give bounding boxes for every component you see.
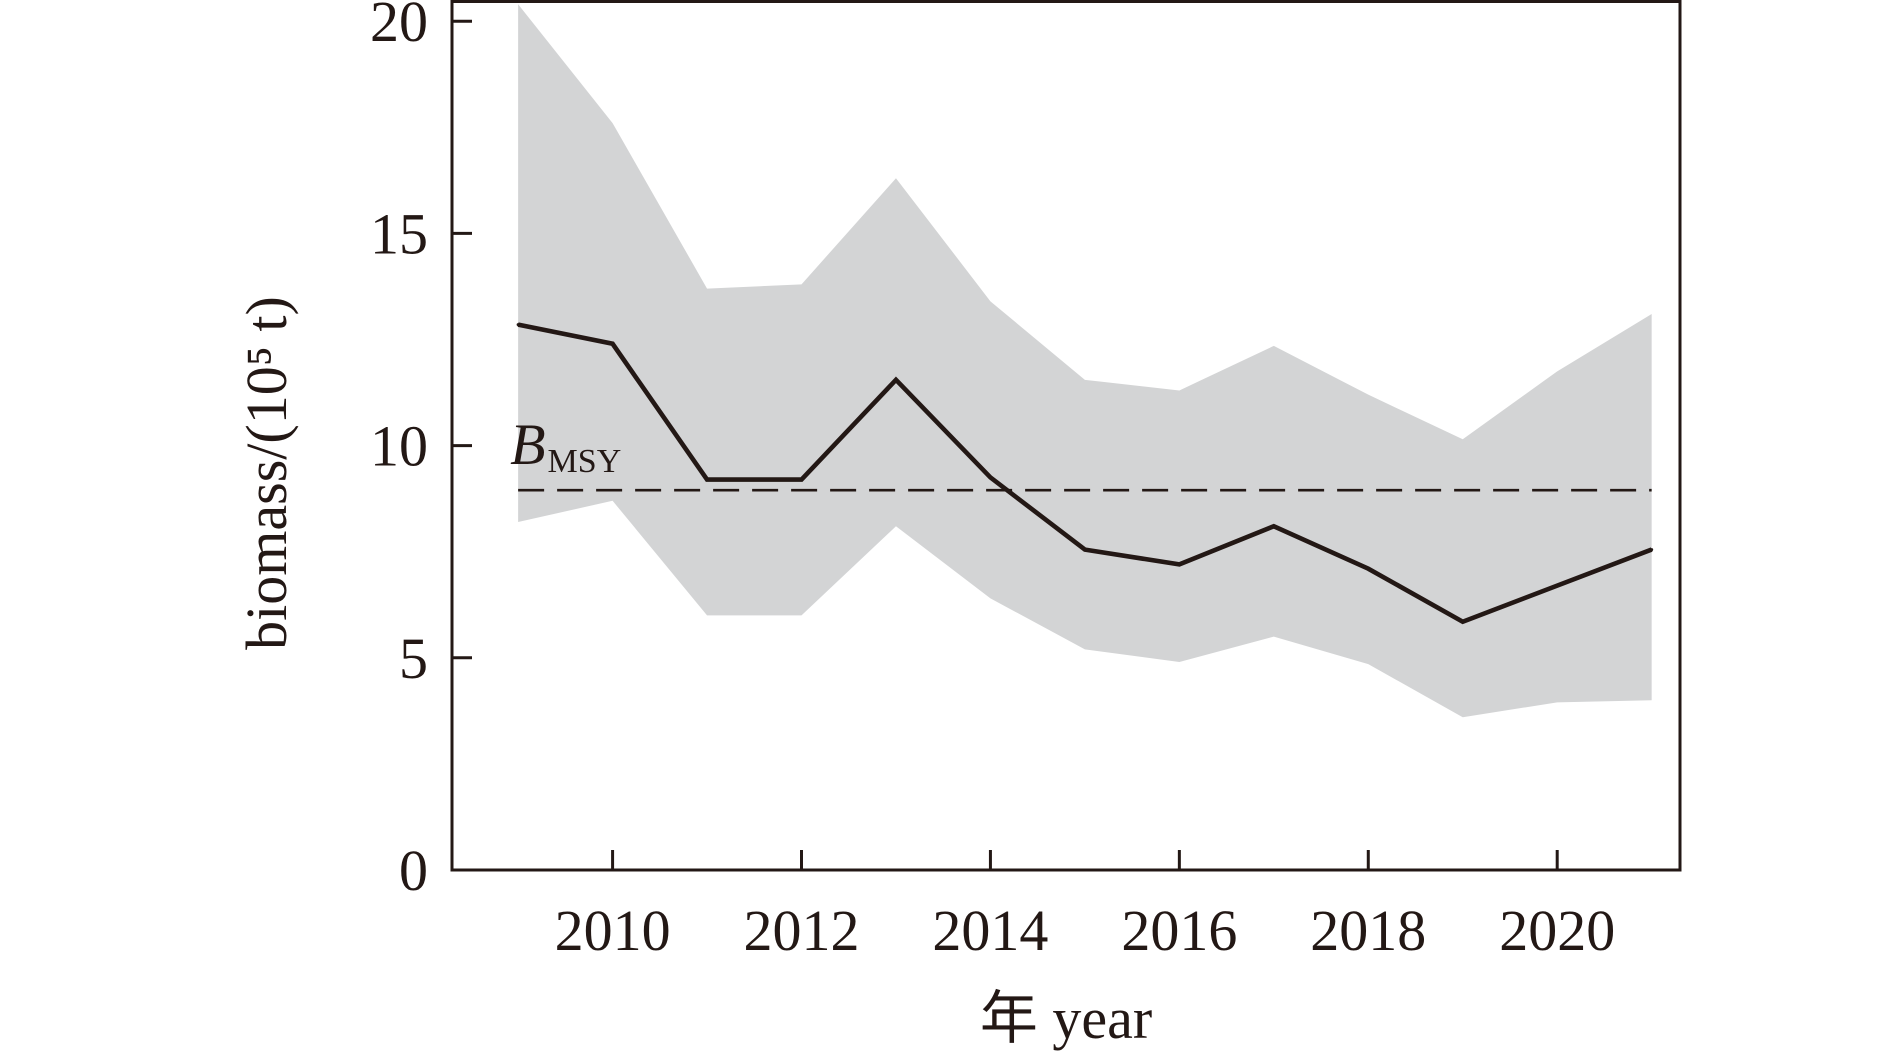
x-tick-label-2012: 2012: [744, 898, 860, 963]
biomass-point-2009: [516, 323, 520, 327]
y-tick-label-15: 15: [370, 201, 428, 266]
biomass-point-2016: [1177, 562, 1181, 566]
confidence-band: [518, 4, 1652, 718]
tick-layer: 2010 2012 2014 2016 2018 2020 0 5 10 15 20: [370, 0, 1615, 963]
biomass-point-2015: [1083, 548, 1087, 552]
biomass-point-2010: [611, 342, 615, 346]
biomass-point-2020: [1555, 584, 1559, 588]
confidence-band-layer: [518, 4, 1652, 718]
biomass-point-2019: [1461, 620, 1465, 624]
biomass-point-2013: [894, 378, 898, 382]
x-axis-title: 年 year: [980, 986, 1152, 1051]
biomass-point-2018: [1366, 567, 1370, 571]
y-tick-label-20: 20: [370, 0, 428, 54]
label-layer: 年 year biomass/(10⁵ t): [234, 296, 1152, 1051]
biomass-point-2014: [988, 475, 992, 479]
y-tick-label-0: 0: [399, 838, 428, 903]
biomass-point-2017: [1272, 524, 1276, 528]
x-tick-label-2020: 2020: [1499, 898, 1615, 963]
biomass-point-2011: [705, 478, 709, 482]
x-tick-label-2014: 2014: [932, 898, 1048, 963]
bmsy-reference-label: BMSY: [510, 412, 621, 480]
plot-frame: [450, 0, 1682, 872]
reference-line-layer: BMSY: [510, 412, 1652, 492]
plot-frame-layer: [450, 0, 1682, 872]
y-axis-title: biomass/(10⁵ t): [234, 296, 299, 650]
y-tick-label-10: 10: [370, 414, 428, 479]
biomass-point-2012: [800, 478, 804, 482]
y-tick-label-5: 5: [399, 626, 428, 691]
x-tick-label-2018: 2018: [1310, 898, 1426, 963]
biomass-point-2021: [1650, 548, 1654, 552]
x-tick-label-2016: 2016: [1121, 898, 1237, 963]
series-line-layer: [516, 322, 1654, 625]
x-tick-label-2010: 2010: [555, 898, 671, 963]
